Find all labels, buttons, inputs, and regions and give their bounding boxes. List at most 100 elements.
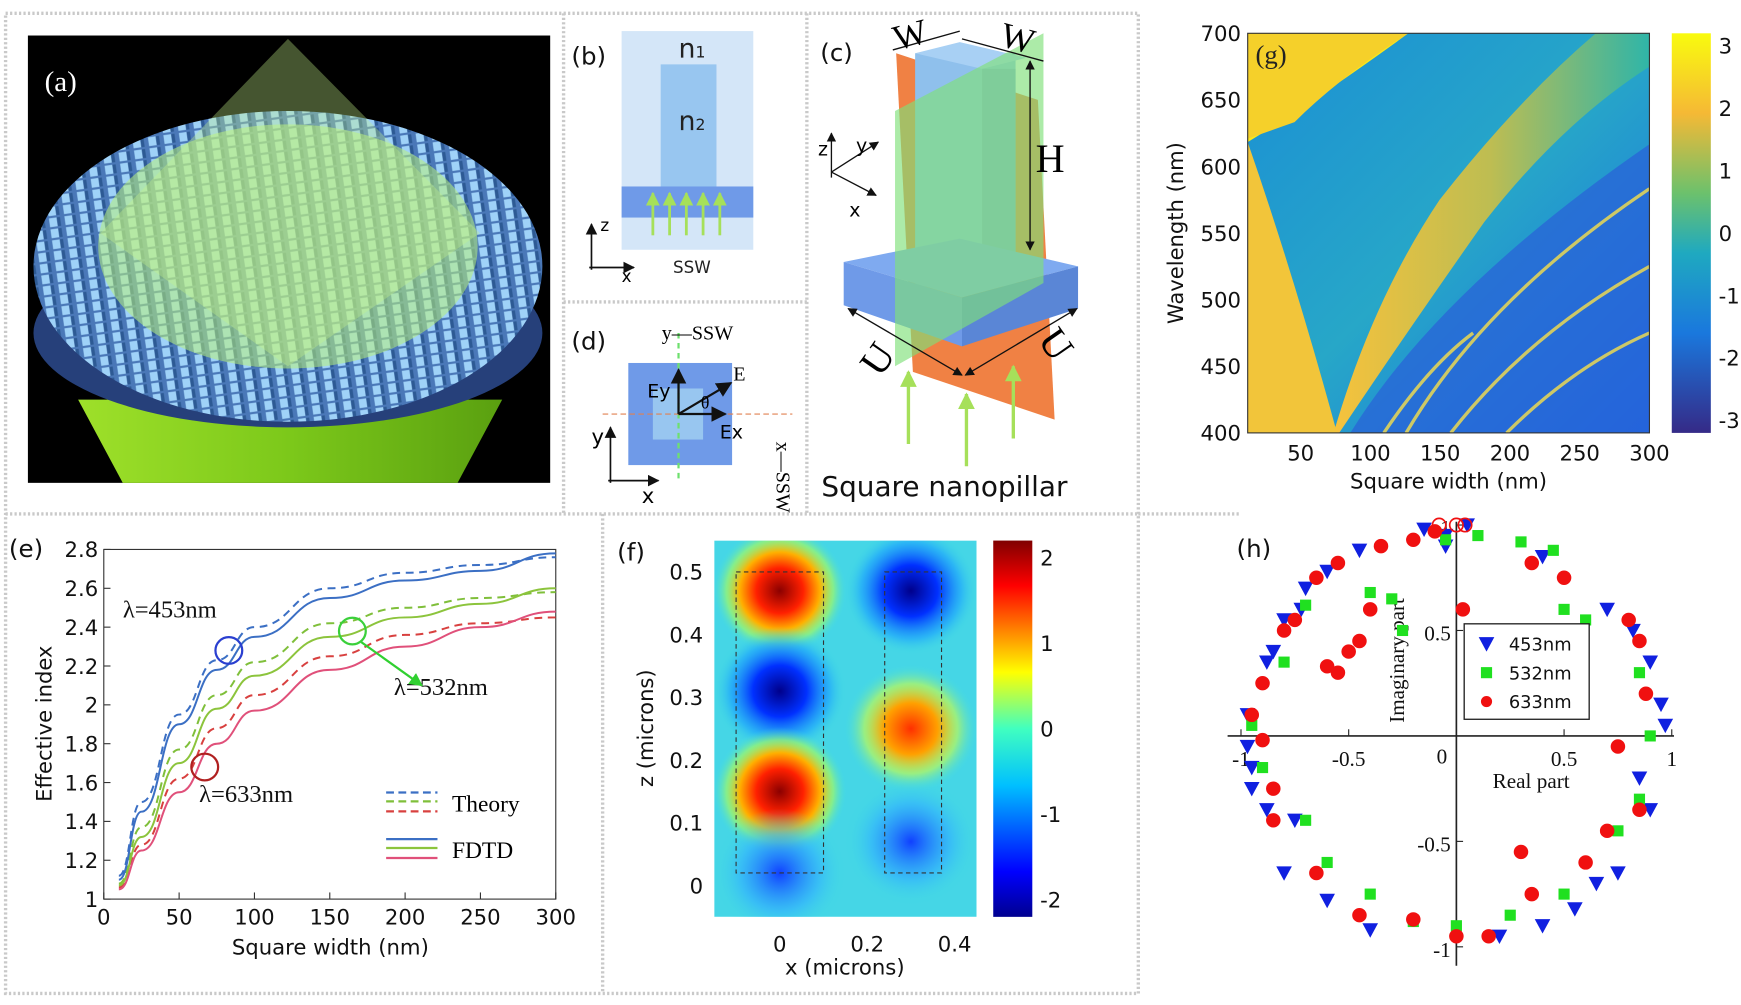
annotation-label: λ=633nm <box>199 781 293 808</box>
plot-frame <box>103 548 557 900</box>
x-tick-label: 0 <box>97 905 110 930</box>
y-axis-label: z (microns) <box>633 669 658 787</box>
data-point-633nm <box>1319 659 1335 674</box>
data-point-532nm <box>1580 614 1592 626</box>
data-point-633nm <box>1632 802 1647 817</box>
field-lobe <box>843 540 977 656</box>
caption-square-nanopillar: Square nanopillar <box>821 470 1068 503</box>
data-point-453nm <box>1243 760 1260 776</box>
focusing-cone <box>100 38 480 367</box>
data-point-532nm <box>1256 762 1269 774</box>
annotation-label: λ=453nm <box>123 596 217 623</box>
axis-x: x <box>849 199 860 221</box>
blue-region <box>1350 144 1650 433</box>
x-tick-label: 150 <box>1420 441 1460 466</box>
data-point-453nm <box>1362 923 1379 938</box>
x-tick-label: 300 <box>1629 441 1669 466</box>
data-point-633nm <box>1255 675 1270 691</box>
yellow-band <box>1333 33 1650 433</box>
x-tick-label: 150 <box>310 905 350 930</box>
colorbar-tick-label: -2 <box>1719 346 1740 371</box>
field-lobe <box>843 664 977 794</box>
data-point-532nm <box>1364 888 1376 900</box>
open-data-point-633nm <box>1431 517 1447 533</box>
colorbar <box>1671 33 1711 433</box>
green-plane <box>895 33 1044 367</box>
y-tick-label: 600 <box>1201 154 1241 179</box>
data-point-453nm <box>1491 929 1508 945</box>
data-point-453nm <box>1567 902 1583 917</box>
pillar-n2 <box>660 64 717 198</box>
data-point-532nm <box>1504 909 1516 921</box>
y-tick-label: 0.3 <box>669 685 703 710</box>
data-point-532nm <box>1558 888 1570 900</box>
colorbar-tick-label: 3 <box>1719 34 1732 59</box>
legend-fdtd: FDTD <box>452 838 513 864</box>
data-point-633nm <box>1455 602 1471 617</box>
y-tick-label: 2 <box>85 693 98 718</box>
series-line-theory-532nm <box>118 591 556 885</box>
field-lobe <box>714 808 847 917</box>
colorbar-tick-label: -1 <box>1040 802 1061 827</box>
panel-label-b: (b) <box>571 41 606 70</box>
data-point-453nm <box>1297 581 1314 597</box>
ex-label: Ex <box>720 421 743 443</box>
y-tick-label: 700 <box>1201 21 1241 46</box>
y-tick-label: 1.8 <box>65 732 99 757</box>
data-point-633nm <box>1480 695 1493 708</box>
y-tick-label: 0 <box>690 873 703 898</box>
series-line-theory-633nm <box>118 616 556 889</box>
x-axis-label: Real part <box>1493 769 1570 793</box>
legend: 453nm 532nm 633nm <box>1463 623 1590 720</box>
data-point-633nm <box>1309 570 1324 585</box>
fiber-cone <box>78 399 503 483</box>
label-n1-sub: 1 <box>696 44 706 62</box>
panel-label-a: (a) <box>45 66 77 98</box>
y-tick-label: 1.2 <box>65 848 99 873</box>
y-tick-label: -1 <box>1433 938 1451 962</box>
data-point-453nm <box>1276 866 1292 881</box>
data-point-532nm <box>1364 586 1376 599</box>
series-line-fdtd-532nm <box>118 587 556 887</box>
data-point-633nm <box>1330 665 1346 680</box>
data-point-453nm <box>1416 522 1432 538</box>
svg-text:n1: n1 <box>679 34 706 65</box>
x-tick-label: 100 <box>1350 441 1390 466</box>
field-lobe <box>843 777 977 906</box>
data-point-453nm <box>1243 781 1260 797</box>
data-point-532nm <box>1558 603 1570 615</box>
data-point-453nm <box>1265 644 1282 660</box>
y-tick-label: 0.5 <box>1424 622 1450 646</box>
label-n2: n <box>679 106 696 137</box>
data-point-633nm <box>1352 907 1367 923</box>
data-point-532nm <box>1633 793 1646 805</box>
data-point-633nm <box>1352 633 1367 649</box>
legend-entry-532nm: 532nm <box>1509 663 1572 684</box>
x-tick-label: 250 <box>1559 441 1599 466</box>
data-point-532nm <box>1472 530 1484 542</box>
data-point-532nm <box>1644 730 1656 742</box>
panel-b-waveguide-diagram: (b) n1 n2 z x SSW <box>571 31 754 286</box>
colorbar-tick-label: -3 <box>1719 408 1740 433</box>
colorbar-tick-label: 0 <box>1719 221 1732 246</box>
panel-label-c: (c) <box>820 38 853 67</box>
x-ssw-label: x—SSW <box>772 442 794 513</box>
data-point-633nm <box>1406 912 1421 927</box>
data-point-532nm <box>1480 667 1493 679</box>
data-point-532nm <box>1321 856 1333 869</box>
data-point-532nm <box>1440 534 1452 546</box>
data-point-633nm <box>1481 929 1496 944</box>
y-tick-label: 2.4 <box>65 615 99 640</box>
panel-h-complex-plane-scatter: (h) Real part Imaginary part -1 -0.5 0 0.5 1… <box>1227 516 1677 966</box>
y-tick-label: 0.2 <box>669 748 703 773</box>
data-point-532nm <box>1515 536 1527 548</box>
data-point-453nm <box>1319 893 1335 909</box>
data-point-532nm <box>1300 599 1312 611</box>
data-point-633nm <box>1610 739 1626 754</box>
data-point-633nm <box>1599 823 1615 839</box>
colorbar-tick-label: 2 <box>1040 545 1053 570</box>
axis-x: x <box>622 267 632 286</box>
w-label-1: W <box>889 11 932 58</box>
legend-entry-453nm: 453nm <box>1509 635 1572 656</box>
